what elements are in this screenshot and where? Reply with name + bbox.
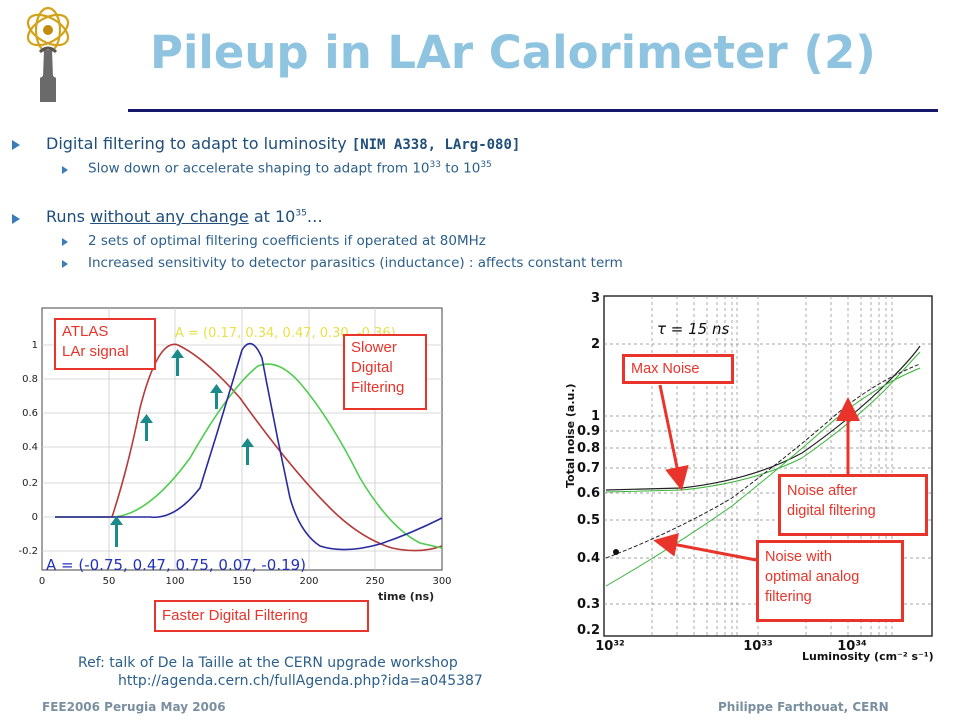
bullet-1-text: Digital filtering to adapt to luminosity <box>46 134 352 153</box>
bullet-1-ref: [NIM A338, LArg-080] <box>351 137 521 153</box>
y-tick-1: 1 <box>591 409 600 424</box>
bullet-arrow-icon <box>12 140 20 150</box>
label-line: digital filtering <box>787 503 876 519</box>
label-line: optimal analog <box>765 569 860 585</box>
label-line: filtering <box>765 589 812 605</box>
atlas-signal-curve <box>55 343 443 552</box>
y-tick-3: 3 <box>591 291 600 306</box>
sub-bullet-arrow-icon <box>62 238 68 246</box>
bullet-2-sub-2: Increased sensitivity to detector parasi… <box>88 255 623 271</box>
label-line: Slower <box>351 339 397 356</box>
y-tick-0.8: 0.8 <box>577 441 600 456</box>
label-text: Max Noise <box>625 357 731 381</box>
atlas-signal-label: ATLAS LAr signal <box>54 318 156 370</box>
bullet-2: Runs without any change at 1035… <box>46 207 323 226</box>
x-tick-1e34: 10³⁴ <box>837 639 867 654</box>
y-tick-0.2: 0.2 <box>22 478 38 489</box>
max-noise-label: Max Noise <box>622 354 734 384</box>
label-line: ATLAS <box>62 323 109 340</box>
y-tick-0.8: 0.8 <box>22 374 38 385</box>
sup-35: 35 <box>295 208 307 219</box>
bullet-2-underline: without any change <box>90 207 249 226</box>
reference-line-1: Ref: talk of De la Taille at the CERN up… <box>78 655 458 671</box>
label-line: Digital <box>351 359 393 376</box>
sampling-arrows <box>110 349 254 547</box>
y-tick-0.6: 0.6 <box>577 486 600 501</box>
title-underline <box>128 109 938 112</box>
y-tick-0.4: 0.4 <box>577 551 600 566</box>
sub-text-mid: to 10 <box>440 160 481 177</box>
x-tick-250: 250 <box>365 576 384 587</box>
x-tick-0: 0 <box>39 576 45 587</box>
x-axis-label: Luminosity (cm⁻² s⁻¹) <box>802 650 934 662</box>
bullet-1: Digital filtering to adapt to luminosity… <box>46 134 520 153</box>
bullet-2-mid: at 10 <box>248 207 296 226</box>
slower-filter-curve <box>55 363 443 549</box>
x-tick-50: 50 <box>103 576 116 587</box>
digital-filter-curve <box>605 351 921 493</box>
data-point <box>613 549 619 555</box>
footer-left: FEE2006 Perugia May 2006 <box>42 700 226 714</box>
y-tick-0.6: 0.6 <box>22 408 38 419</box>
sub-bullet-arrow-icon <box>62 260 68 268</box>
y-tick-0.9: 0.9 <box>577 424 600 439</box>
x-tick-1e32: 10³² <box>595 639 624 654</box>
faster-filtering-label: Faster Digital Filtering <box>154 600 369 632</box>
sub-bullet-arrow-icon <box>62 166 68 174</box>
x-tick-150: 150 <box>232 576 251 587</box>
analog-filter-curve <box>605 363 921 559</box>
x-tick-100: 100 <box>165 576 184 587</box>
tau-label: τ = 15 ns <box>657 320 729 338</box>
y-tick-0: 0 <box>32 512 38 523</box>
y-tick-0.3: 0.3 <box>577 597 600 612</box>
atlas-logo <box>26 6 70 102</box>
y-tick-2: 2 <box>591 337 600 352</box>
sub-text: Slow down or accelerate shaping to adapt… <box>88 160 430 177</box>
label-inner: Noise after digital filtering <box>781 477 925 533</box>
label-inner: Noise with optimal analog filtering <box>759 543 901 619</box>
x-axis-label: time (ns) <box>378 590 434 603</box>
slide-title: Pileup in LAr Calorimeter (2) <box>150 26 876 79</box>
label-line: Noise with <box>765 549 832 565</box>
label-line: Noise after <box>787 483 858 499</box>
y-tick-1: 1 <box>32 340 38 351</box>
y-tick-0.4: 0.4 <box>22 442 38 453</box>
bullet-arrow-icon <box>12 214 20 224</box>
faster-filter-curve <box>55 342 443 551</box>
y-axis-label: Total noise (a.u.) <box>564 383 577 488</box>
coefficients-slow: A = (0.17, 0.34, 0.47, 0.30, -0.36) <box>175 326 396 341</box>
x-tick-1e33: 10³³ <box>743 639 772 654</box>
label-line: LAr signal <box>62 343 129 360</box>
bullet-2-sub-1: 2 sets of optimal filtering coefficients… <box>88 233 486 249</box>
bullet-2-post: … <box>306 207 323 226</box>
x-tick-300: 300 <box>432 576 451 587</box>
footer-right: Philippe Farthouat, CERN <box>718 700 889 714</box>
y-tick-0.7: 0.7 <box>577 461 600 476</box>
sup-35: 35 <box>480 160 492 170</box>
y-tick-0.2: 0.2 <box>577 623 600 638</box>
slower-filtering-label: Slower Digital Filtering <box>343 334 427 410</box>
reference-link[interactable]: http://agenda.cern.ch/fullAgenda.php?ida… <box>118 673 483 689</box>
bullet-2-pre: Runs <box>46 207 91 226</box>
reference-note: Ref: talk of De la Taille at the CERN up… <box>78 654 483 690</box>
label-line: Filtering <box>351 379 405 396</box>
y-tick-0.5: 0.5 <box>577 513 600 528</box>
coefficients-fast: A = (-0.75, 0.47, 0.75, 0.07, -0.19) <box>46 556 306 574</box>
max-noise-curve <box>605 345 921 491</box>
bullet-1-sub-1: Slow down or accelerate shaping to adapt… <box>88 160 492 177</box>
noise-after-digital-label: Noise after digital filtering <box>778 474 928 536</box>
x-tick-200: 200 <box>299 576 318 587</box>
sup-33: 33 <box>429 160 441 170</box>
noise-analog-label: Noise with optimal analog filtering <box>756 540 904 622</box>
y-tick-neg0.2: -0.2 <box>18 546 38 557</box>
